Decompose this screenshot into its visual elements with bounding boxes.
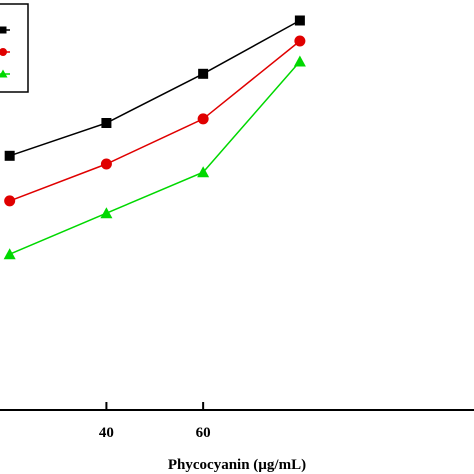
data-point [197,113,209,125]
series-2 [4,35,306,207]
legend-box [0,3,29,93]
legend-swatch-marker [0,69,8,78]
legend [0,3,29,93]
series-line [9,40,301,202]
data-point [4,195,16,207]
series-3 [3,55,306,260]
data-point [100,158,112,170]
x-axis-title: Phycocyanin (µg/mL) [168,457,306,473]
series-1 [4,15,305,161]
data-point [101,118,112,128]
x-tick-label: 40 [99,425,114,441]
data-point [293,55,306,67]
series-line [9,19,301,157]
data-point [3,248,16,260]
x-ticks: 40 60 [99,402,211,441]
data-point [198,68,209,79]
series-line [9,61,301,255]
series-layer [3,15,306,260]
data-point [294,35,306,47]
data-point [100,207,113,219]
data-point [4,150,15,161]
legend-swatch-marker [0,48,7,56]
data-point [197,166,210,178]
legend-items [0,26,10,78]
legend-swatch-marker [0,26,7,34]
x-tick-label: 60 [196,425,211,441]
data-point [294,15,305,26]
